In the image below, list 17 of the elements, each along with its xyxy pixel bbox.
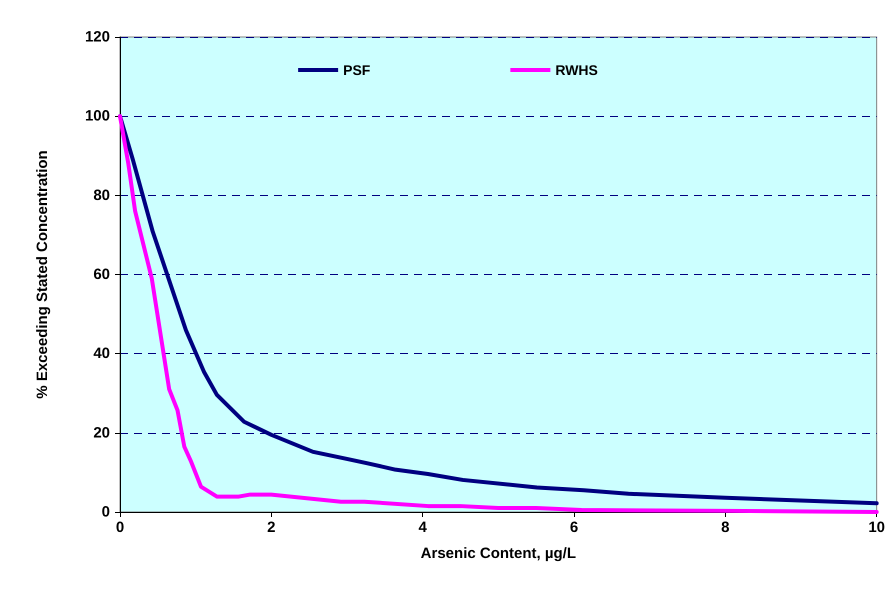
y-tick-label: 100 (84, 108, 110, 125)
x-axis-title: Arsenic Content, µg/L (420, 545, 576, 562)
x-tick-label: 6 (570, 519, 578, 536)
x-tick-label: 10 (868, 519, 885, 536)
y-tick-label: 40 (93, 345, 110, 362)
y-tick-label: 60 (93, 266, 110, 283)
legend-label: PSF (343, 62, 371, 78)
legend-label: RWHS (555, 62, 598, 78)
x-tick-label: 8 (721, 519, 730, 536)
y-tick-label: 0 (102, 504, 110, 520)
x-tick-label: 2 (267, 519, 276, 536)
y-tick-label: 120 (84, 28, 110, 46)
y-tick-label: 20 (93, 424, 110, 442)
x-tick-label: 4 (418, 519, 428, 536)
x-tick-label: 0 (116, 519, 124, 536)
y-tick-label: 80 (93, 186, 110, 204)
y-axis-title: % Exceeding Stated Concentration (34, 150, 51, 399)
